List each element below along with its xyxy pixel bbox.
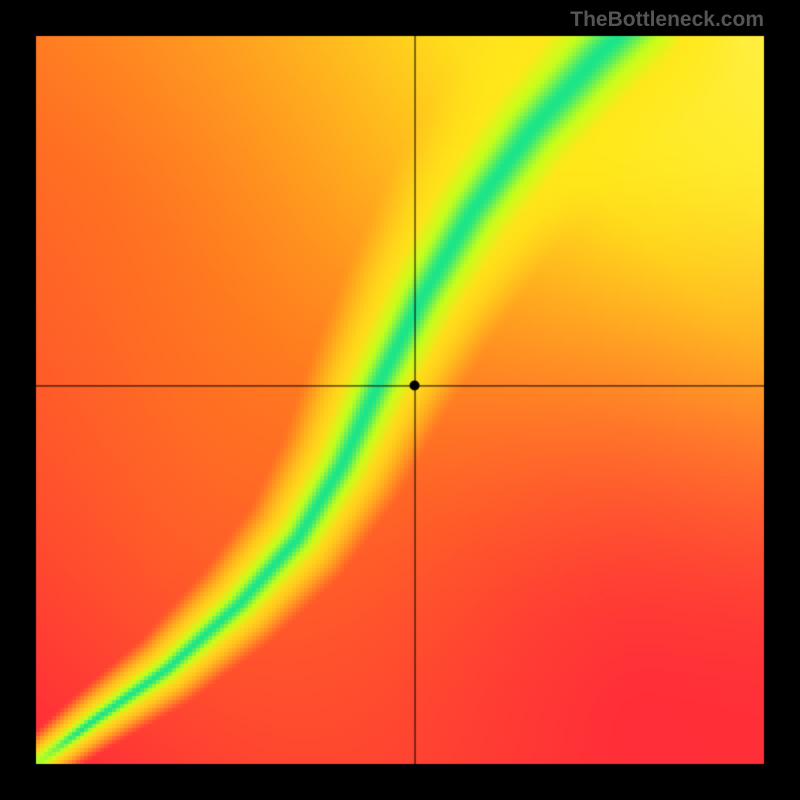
chart-container: { "canvas": { "width": 800, "height": 80…: [0, 0, 800, 800]
watermark-text: TheBottleneck.com: [570, 8, 764, 32]
heatmap-canvas: [0, 0, 800, 800]
